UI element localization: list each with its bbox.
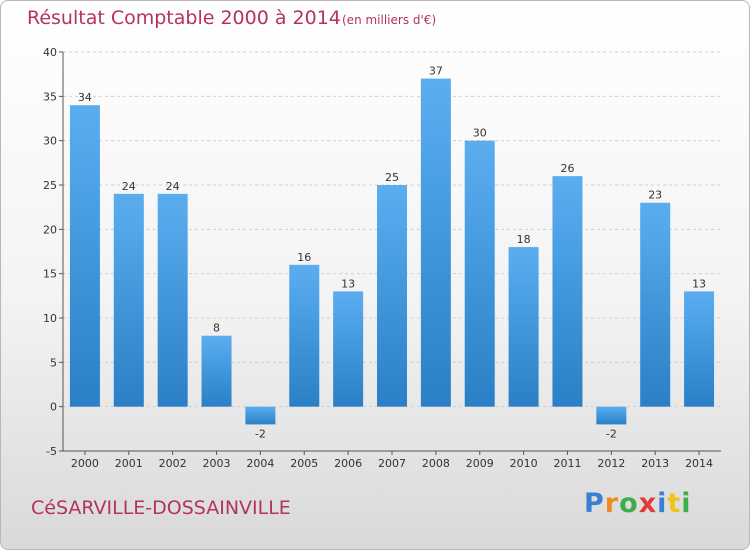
x-tick-label: 2007: [378, 457, 406, 470]
data-label: 26: [560, 162, 574, 175]
y-tick-label: 30: [43, 135, 57, 148]
y-tick-label: 10: [43, 312, 57, 325]
data-label: -2: [255, 427, 266, 440]
y-tick-label: 35: [43, 90, 57, 103]
x-tick-label: 2006: [334, 457, 362, 470]
data-label: 16: [297, 251, 311, 264]
y-tick-label: 5: [50, 356, 57, 369]
bar: [596, 406, 627, 425]
x-tick-label: 2004: [246, 457, 274, 470]
x-tick-label: 2014: [685, 457, 713, 470]
proxiti-logo[interactable]: Proxiti: [584, 488, 692, 519]
data-label: 37: [429, 65, 443, 78]
logo-letter: x: [638, 488, 658, 519]
data-label: 8: [213, 322, 220, 335]
bar: [377, 185, 407, 407]
data-label: 30: [473, 127, 487, 140]
x-tick-label: 2002: [159, 457, 187, 470]
bar: [289, 264, 320, 407]
data-label: 25: [385, 171, 399, 184]
y-tick-label: 0: [50, 401, 57, 414]
bar: [333, 291, 364, 407]
x-tick-label: 2012: [597, 457, 625, 470]
logo-letter: i: [681, 488, 692, 519]
y-tick-label: 15: [43, 268, 57, 281]
x-tick-label: 2009: [466, 457, 494, 470]
data-label: 24: [166, 180, 180, 193]
bar: [684, 291, 715, 407]
x-tick-label: 2000: [71, 457, 99, 470]
bar: [464, 140, 495, 407]
data-label: 34: [78, 91, 92, 104]
x-tick-label: 2003: [203, 457, 231, 470]
bar: [640, 202, 671, 407]
commune-name: CéSARVILLE-DOSSAINVILLE: [31, 497, 291, 519]
chart-subtitle: (en milliers d'€): [342, 13, 437, 27]
bar: [113, 193, 144, 407]
y-tick-label: 20: [43, 223, 57, 236]
y-tick-label: 25: [43, 179, 57, 192]
bar: [552, 176, 583, 407]
chart-title: Résultat Comptable 2000 à 2014: [27, 7, 341, 29]
x-tick-label: 2010: [510, 457, 538, 470]
logo-letter: r: [604, 488, 620, 519]
x-tick-label: 2001: [115, 457, 143, 470]
logo-letter: t: [667, 488, 682, 519]
data-label: 23: [648, 189, 662, 202]
bar: [245, 406, 276, 425]
data-label: -2: [606, 427, 617, 440]
bar: [201, 335, 232, 407]
data-label: 24: [122, 180, 136, 193]
logo-letter: o: [619, 488, 639, 519]
x-tick-label: 2013: [641, 457, 669, 470]
bar: [508, 247, 539, 407]
logo-letter: P: [584, 488, 605, 519]
data-label: 18: [517, 233, 531, 246]
y-tick-label: -5: [46, 445, 57, 458]
bar: [420, 78, 451, 407]
bar: [69, 105, 100, 407]
logo-letter: i: [657, 488, 668, 519]
data-label: 13: [692, 277, 706, 290]
bar: [157, 193, 188, 407]
x-tick-label: 2005: [290, 457, 318, 470]
y-tick-label: 40: [43, 46, 57, 59]
x-tick-label: 2008: [422, 457, 450, 470]
x-tick-label: 2011: [553, 457, 581, 470]
data-label: 13: [341, 277, 355, 290]
